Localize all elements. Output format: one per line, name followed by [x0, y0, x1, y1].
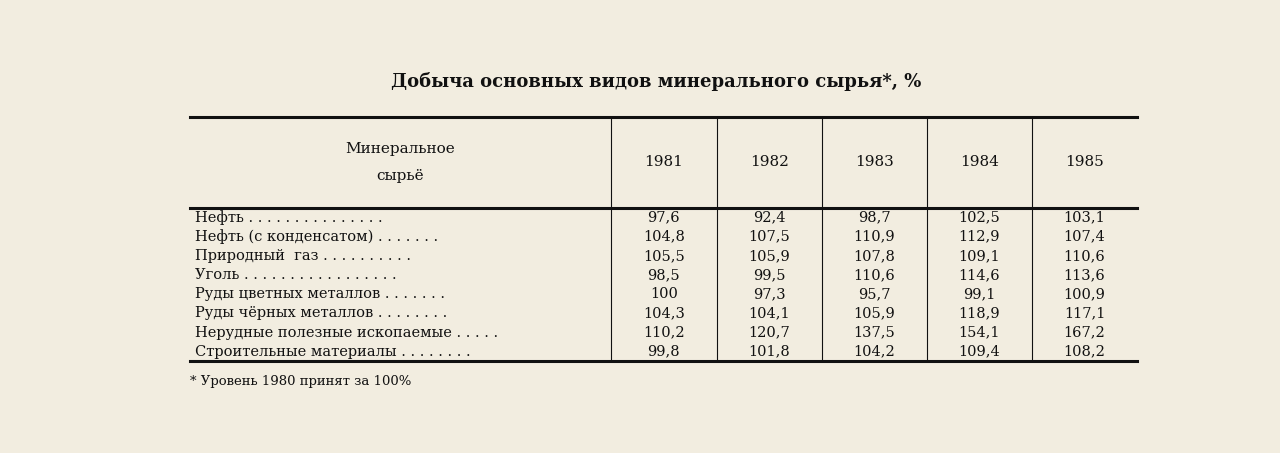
- Text: 98,5: 98,5: [648, 268, 680, 282]
- Text: 99,1: 99,1: [964, 287, 996, 301]
- Text: 105,9: 105,9: [749, 249, 790, 263]
- Text: 110,9: 110,9: [854, 230, 895, 244]
- Text: Природный  газ . . . . . . . . . .: Природный газ . . . . . . . . . .: [195, 249, 411, 263]
- Text: 97,6: 97,6: [648, 211, 680, 224]
- Text: 1983: 1983: [855, 155, 893, 169]
- Text: Нефть (с конденсатом) . . . . . . .: Нефть (с конденсатом) . . . . . . .: [195, 229, 438, 244]
- Text: 108,2: 108,2: [1064, 345, 1106, 359]
- Text: 110,6: 110,6: [854, 268, 895, 282]
- Text: 167,2: 167,2: [1064, 326, 1106, 340]
- Text: Добыча основных видов минерального сырья*, %: Добыча основных видов минерального сырья…: [390, 72, 922, 91]
- Text: 154,1: 154,1: [959, 326, 1000, 340]
- Text: 107,8: 107,8: [854, 249, 895, 263]
- Text: 100: 100: [650, 287, 678, 301]
- Text: 1981: 1981: [645, 155, 684, 169]
- Text: 98,7: 98,7: [858, 211, 891, 224]
- Text: 109,1: 109,1: [959, 249, 1000, 263]
- Text: 109,4: 109,4: [959, 345, 1000, 359]
- Text: 92,4: 92,4: [753, 211, 786, 224]
- Text: 104,1: 104,1: [749, 306, 790, 320]
- Text: 100,9: 100,9: [1064, 287, 1106, 301]
- Text: 120,7: 120,7: [749, 326, 790, 340]
- Text: Нефть . . . . . . . . . . . . . . .: Нефть . . . . . . . . . . . . . . .: [195, 210, 383, 225]
- Text: 114,6: 114,6: [959, 268, 1000, 282]
- Text: * Уровень 1980 принят за 100%: * Уровень 1980 принят за 100%: [189, 375, 411, 388]
- Text: 99,8: 99,8: [648, 345, 680, 359]
- Text: 105,9: 105,9: [854, 306, 895, 320]
- Text: Руды чёрных металлов . . . . . . . .: Руды чёрных металлов . . . . . . . .: [195, 306, 447, 320]
- Text: Строительные материалы . . . . . . . .: Строительные материалы . . . . . . . .: [195, 345, 470, 359]
- Text: 118,9: 118,9: [959, 306, 1000, 320]
- Text: 97,3: 97,3: [753, 287, 786, 301]
- Text: 1984: 1984: [960, 155, 998, 169]
- Text: 113,6: 113,6: [1064, 268, 1106, 282]
- Text: 112,9: 112,9: [959, 230, 1000, 244]
- Text: 104,3: 104,3: [643, 306, 685, 320]
- Text: Нерудные полезные ископаемые . . . . .: Нерудные полезные ископаемые . . . . .: [195, 326, 498, 340]
- Text: 105,5: 105,5: [643, 249, 685, 263]
- Text: 104,2: 104,2: [854, 345, 895, 359]
- Text: 101,8: 101,8: [749, 345, 790, 359]
- Text: 110,2: 110,2: [643, 326, 685, 340]
- Text: Уголь . . . . . . . . . . . . . . . . .: Уголь . . . . . . . . . . . . . . . . .: [195, 268, 397, 282]
- Text: 1982: 1982: [750, 155, 788, 169]
- Text: сырьё: сырьё: [376, 169, 425, 183]
- Text: 104,8: 104,8: [643, 230, 685, 244]
- Text: 102,5: 102,5: [959, 211, 1000, 224]
- Text: 99,5: 99,5: [753, 268, 786, 282]
- Text: 103,1: 103,1: [1064, 211, 1106, 224]
- Text: Минеральное: Минеральное: [346, 141, 456, 155]
- Text: 137,5: 137,5: [854, 326, 895, 340]
- Text: 110,6: 110,6: [1064, 249, 1106, 263]
- Text: 1985: 1985: [1065, 155, 1103, 169]
- Text: 107,5: 107,5: [749, 230, 790, 244]
- Text: 95,7: 95,7: [858, 287, 891, 301]
- Text: 107,4: 107,4: [1064, 230, 1106, 244]
- Text: Руды цветных металлов . . . . . . .: Руды цветных металлов . . . . . . .: [195, 287, 444, 301]
- Text: 117,1: 117,1: [1064, 306, 1105, 320]
